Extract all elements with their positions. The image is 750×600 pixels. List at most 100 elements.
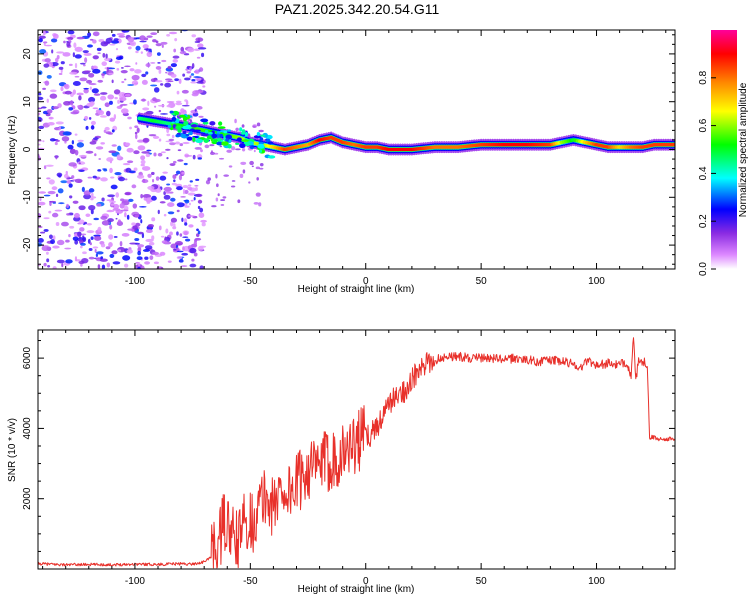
- noise-speckle: [96, 251, 104, 255]
- bottom-y-axis-label: SNR (10 * v/v): [7, 418, 18, 482]
- noise-speckle: [107, 218, 114, 223]
- noise-speckle: [235, 127, 239, 132]
- noise-speckle: [146, 149, 152, 152]
- noise-speckle: [256, 177, 259, 181]
- colorbar-tick-label: 0.0: [698, 262, 709, 276]
- noise-speckle: [141, 73, 147, 78]
- noise-speckle: [87, 32, 92, 38]
- noise-speckle: [127, 36, 135, 43]
- noise-speckle: [109, 253, 115, 258]
- noise-speckle: [52, 212, 59, 218]
- noise-speckle: [167, 65, 172, 70]
- noise-speckle: [176, 256, 183, 260]
- noise-speckle: [198, 212, 205, 218]
- noise-speckle: [103, 169, 108, 172]
- ridge-scatter: [267, 141, 274, 145]
- noise-speckle: [104, 102, 110, 108]
- noise-speckle: [116, 67, 120, 71]
- noise-speckle: [111, 40, 120, 44]
- noise-speckle: [79, 227, 85, 232]
- noise-speckle: [137, 231, 144, 235]
- noise-speckle: [172, 160, 177, 164]
- noise-speckle: [124, 212, 127, 218]
- noise-speckle: [189, 263, 197, 268]
- noise-speckle: [88, 72, 95, 78]
- noise-speckle: [115, 48, 119, 51]
- noise-speckle: [134, 69, 142, 74]
- x-tick-label: -100: [125, 576, 145, 587]
- noise-speckle: [69, 71, 78, 75]
- noise-speckle: [176, 250, 184, 253]
- noise-speckle: [95, 146, 104, 150]
- noise-speckle: [182, 246, 185, 251]
- noise-speckle: [142, 249, 151, 252]
- noise-speckle: [191, 62, 195, 69]
- noise-speckle: [83, 193, 92, 200]
- noise-speckle: [180, 196, 186, 198]
- noise-speckle: [105, 131, 112, 135]
- noise-speckle: [74, 256, 78, 262]
- noise-speckle: [148, 241, 155, 246]
- noise-speckle: [140, 159, 146, 165]
- y-tick-label: 20: [22, 48, 33, 60]
- noise-speckle: [231, 180, 236, 182]
- noise-speckle: [160, 235, 165, 238]
- noise-speckle: [89, 86, 92, 90]
- noise-speckle: [166, 157, 169, 160]
- noise-speckle: [74, 178, 83, 184]
- noise-speckle: [192, 154, 196, 160]
- noise-speckle: [87, 176, 93, 179]
- noise-speckle: [126, 249, 133, 254]
- noise-speckle: [86, 223, 92, 226]
- ridge-scatter: [190, 124, 198, 128]
- ridge-scatter: [204, 129, 209, 134]
- noise-speckle: [122, 163, 131, 166]
- ridge-scatter: [244, 131, 249, 137]
- noise-speckle: [118, 92, 127, 98]
- noise-speckle: [172, 55, 180, 59]
- noise-speckle: [189, 75, 192, 78]
- noise-speckle: [66, 180, 72, 184]
- noise-speckle: [163, 213, 167, 217]
- ridge-scatter: [235, 142, 240, 145]
- noise-speckle: [204, 144, 210, 149]
- ridge-scatter: [189, 131, 193, 136]
- x-tick-label: 100: [588, 276, 605, 287]
- ridge-scatter: [241, 139, 249, 142]
- noise-speckle: [97, 110, 105, 116]
- noise-speckle: [145, 229, 153, 234]
- noise-speckle: [239, 173, 244, 179]
- colorbar-tick-label: 0.2: [698, 214, 709, 228]
- noise-speckle: [181, 252, 189, 256]
- noise-speckle: [147, 173, 152, 178]
- noise-speckle: [166, 183, 171, 186]
- noise-speckle: [119, 240, 123, 247]
- noise-speckle: [58, 126, 61, 131]
- ridge-scatter: [217, 126, 226, 129]
- noise-speckle: [114, 96, 118, 100]
- noise-speckle: [66, 213, 71, 216]
- noise-speckle: [77, 161, 86, 165]
- noise-speckle: [83, 52, 92, 56]
- noise-speckle: [116, 154, 121, 160]
- noise-speckle: [191, 34, 197, 38]
- noise-speckle: [161, 44, 164, 48]
- noise-speckle: [79, 77, 88, 82]
- noise-speckle: [69, 148, 76, 155]
- noise-speckle: [63, 40, 66, 44]
- noise-speckle: [55, 155, 58, 160]
- x-tick-label: -100: [125, 276, 145, 287]
- noise-speckle: [97, 169, 102, 172]
- noise-speckle: [211, 205, 217, 208]
- noise-speckle: [101, 73, 106, 76]
- noise-speckle: [104, 57, 112, 62]
- noise-speckle: [196, 105, 203, 110]
- noise-speckle: [115, 217, 118, 220]
- noise-speckle: [66, 41, 71, 47]
- noise-speckle: [61, 221, 69, 227]
- noise-speckle: [68, 234, 71, 238]
- noise-speckles: [38, 30, 264, 269]
- noise-speckle: [179, 50, 187, 55]
- noise-speckle: [105, 53, 108, 59]
- noise-speckle: [110, 176, 115, 179]
